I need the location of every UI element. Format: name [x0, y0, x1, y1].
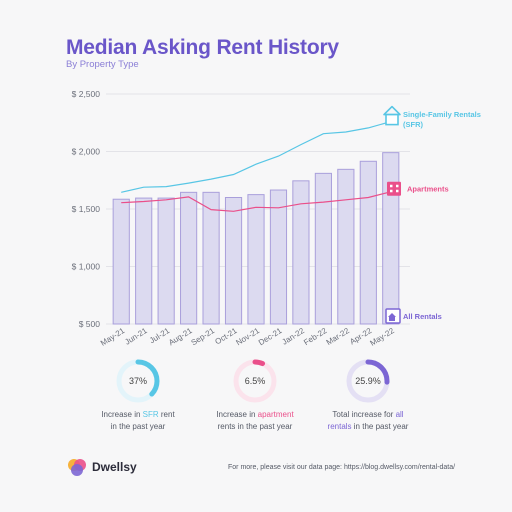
- chart-subtitle: By Property Type: [66, 59, 139, 70]
- bar: [382, 152, 400, 325]
- bar: [337, 168, 355, 325]
- sfr-house-icon: [383, 105, 401, 116]
- all-rentals-house-body: [389, 317, 395, 321]
- all-rentals-house: [388, 313, 396, 317]
- x-tick-label: Nov-21: [234, 326, 261, 348]
- legend-apartments-label: Apartments: [407, 184, 449, 193]
- x-tick-label: Sep-21: [189, 326, 216, 348]
- x-tick-label: May-21: [99, 326, 127, 348]
- x-tick-label: May-22: [368, 326, 396, 348]
- stat-all: 25.9% Total increase for all rentals in …: [313, 358, 423, 432]
- x-tick-label: Dec-21: [257, 326, 284, 348]
- x-tick-label: Mar-22: [325, 326, 352, 347]
- all-caption: Total increase for all rentals in the pa…: [327, 410, 409, 431]
- building-window: [390, 184, 393, 188]
- bar: [292, 180, 310, 325]
- y-tick-label: $ 1,500: [72, 204, 101, 214]
- x-tick-label: Jan-22: [280, 326, 306, 347]
- sfr-line: [121, 121, 391, 193]
- bar: [359, 160, 377, 325]
- sfr-donut: [116, 359, 160, 403]
- bar: [135, 197, 153, 325]
- bar: [202, 191, 220, 325]
- sfr-caption: Increase in SFR rent in the past year: [101, 410, 175, 431]
- x-tick-label: Feb-22: [302, 326, 329, 347]
- footer-link-text[interactable]: For more, please visit our data page: ht…: [228, 464, 456, 471]
- y-tick-label: $ 2,500: [72, 89, 101, 99]
- stat-sfr: 37% Increase in SFR rent in the past yea…: [83, 358, 193, 432]
- x-tick-label: Oct-21: [213, 326, 239, 347]
- sfr-house-body: [385, 113, 399, 126]
- legend-sfr-label-2: (SFR): [403, 120, 423, 129]
- brand-name: Dwellsy: [92, 460, 137, 474]
- apartments-percent: 6.5%: [244, 376, 266, 386]
- chart-title: Median Asking Rent History: [66, 36, 339, 59]
- building-window: [396, 189, 399, 193]
- y-tick-label: $ 2,000: [72, 147, 101, 157]
- apartments-building-icon: [387, 181, 401, 196]
- apartments-caption: Increase in apartment rents in the past …: [216, 410, 294, 431]
- apartments-line: [121, 191, 391, 212]
- bar: [314, 172, 332, 325]
- building-window: [396, 184, 399, 188]
- dwellsy-logo-icon: [68, 459, 86, 476]
- all-donut: [346, 359, 390, 403]
- bar: [180, 191, 198, 325]
- stat-apartments: 6.5% Increase in apartment rents in the …: [200, 358, 310, 432]
- all-percent: 25.9%: [355, 376, 381, 386]
- apartments-donut: [233, 359, 277, 403]
- brand: Dwellsy: [66, 456, 137, 478]
- donut-arc: [233, 359, 277, 403]
- donut-arc: [116, 359, 160, 403]
- building-window: [390, 189, 393, 193]
- donut-arc: [346, 359, 390, 403]
- x-tick-label: Jun-21: [123, 326, 149, 347]
- bar: [247, 194, 265, 325]
- bar: [224, 197, 243, 325]
- bar: [269, 189, 288, 325]
- y-tick-label: $ 1,000: [72, 262, 101, 272]
- rent-chart: $ 500$ 1,000$ 1,500$ 2,000$ 2,500May-21J…: [72, 89, 481, 348]
- sfr-percent: 37%: [128, 376, 147, 386]
- legend-all-label: All Rentals: [403, 312, 442, 321]
- y-tick-label: $ 500: [79, 319, 101, 329]
- bar: [112, 198, 130, 325]
- x-tick-label: Aug-21: [167, 326, 194, 348]
- bar: [157, 197, 175, 325]
- legend-sfr-label: Single-Family Rentals: [403, 110, 481, 119]
